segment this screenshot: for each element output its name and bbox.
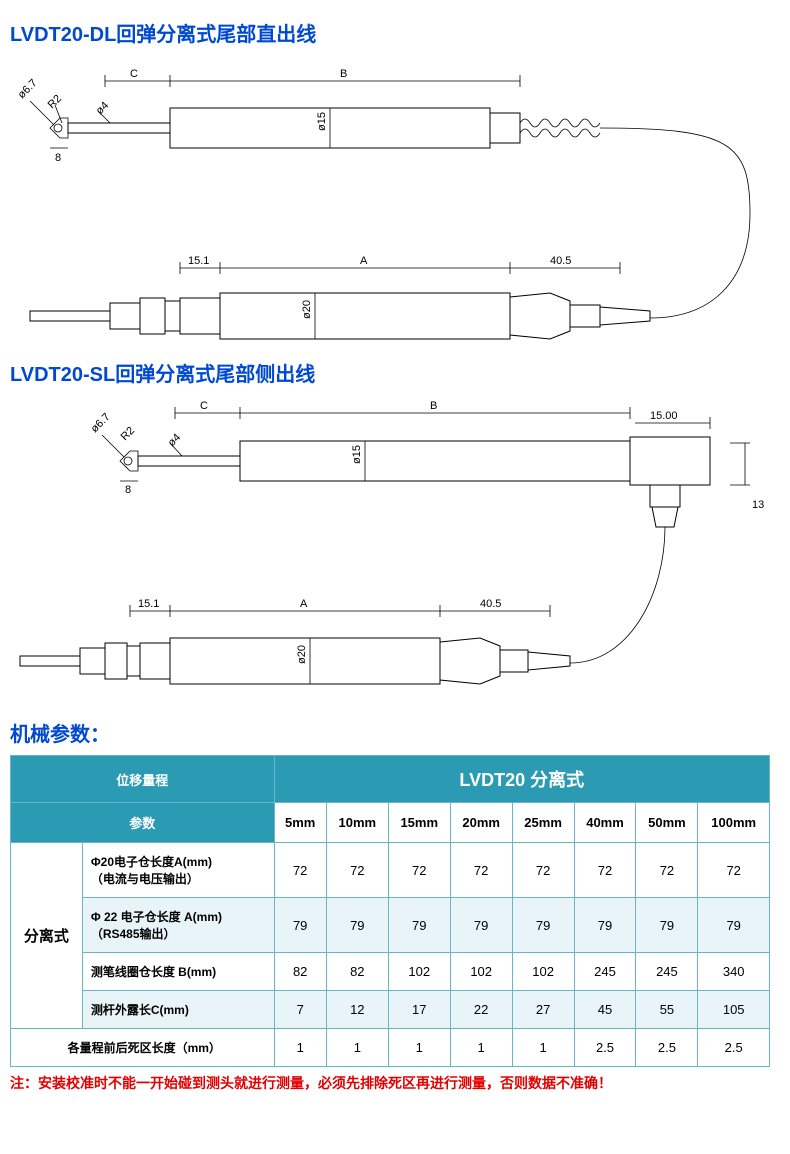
params-table: 位移量程 LVDT20 分离式 参数 5mm 10mm 15mm 20mm 25…: [10, 755, 770, 1067]
cell: 72: [274, 843, 326, 898]
dim-d20b: ø20: [296, 645, 308, 664]
cell: 79: [326, 898, 388, 953]
footnote: 注：安装校准时不能一开始碰到测头就进行测量，必须先排除死区再进行测量，否则数据不…: [10, 1073, 780, 1094]
dim-d15: ø15: [316, 112, 328, 131]
cell: 102: [512, 953, 574, 991]
cell: 1: [512, 1029, 574, 1067]
cell: 82: [274, 953, 326, 991]
dim-d4b: ø4: [166, 432, 184, 450]
dim-d4: ø4: [94, 100, 112, 118]
dim-151b: 15.1: [138, 598, 159, 610]
hdr-range: 位移量程: [11, 756, 275, 803]
cell: 27: [512, 991, 574, 1029]
cell: 82: [326, 953, 388, 991]
cell: 102: [450, 953, 512, 991]
dim-1500: 15.00: [650, 410, 678, 422]
cell: 79: [274, 898, 326, 953]
group-label: 分离式: [11, 843, 83, 1029]
cell: 2.5: [574, 1029, 636, 1067]
dead-label: 各量程前后死区长度（mm）: [11, 1029, 275, 1067]
dim-13: 13: [752, 499, 764, 511]
dim-d20: ø20: [301, 300, 313, 319]
cell: 105: [698, 991, 770, 1029]
cell: 22: [450, 991, 512, 1029]
col-3: 20mm: [450, 803, 512, 843]
col-2: 15mm: [388, 803, 450, 843]
hdr-model: LVDT20 分离式: [274, 756, 769, 803]
dim-d67b: ø6.7: [89, 411, 113, 435]
params-heading: 机械参数：: [10, 718, 780, 747]
cell: 79: [388, 898, 450, 953]
dim-405b: 40.5: [480, 598, 501, 610]
cell: 72: [326, 843, 388, 898]
cell: 72: [388, 843, 450, 898]
cell: 79: [698, 898, 770, 953]
cell: 2.5: [698, 1029, 770, 1067]
cell: 245: [636, 953, 698, 991]
row3-label: 测杆外露长C(mm): [82, 991, 274, 1029]
cell: 55: [636, 991, 698, 1029]
cell: 245: [574, 953, 636, 991]
cell: 1: [326, 1029, 388, 1067]
cell: 79: [450, 898, 512, 953]
col-5: 40mm: [574, 803, 636, 843]
dim-r2: R2: [46, 93, 64, 111]
cell: 340: [698, 953, 770, 991]
dim-a2: A: [300, 598, 308, 610]
row2-label: 测笔线圈仓长度 B(mm): [82, 953, 274, 991]
dim-d67: ø6.7: [16, 77, 40, 101]
dim-b2: B: [430, 400, 437, 412]
dim-b: B: [340, 68, 347, 80]
cell: 1: [450, 1029, 512, 1067]
dim-8: 8: [55, 152, 61, 164]
col-7: 100mm: [698, 803, 770, 843]
cell: 79: [636, 898, 698, 953]
cell: 102: [388, 953, 450, 991]
cell: 72: [512, 843, 574, 898]
col-4: 25mm: [512, 803, 574, 843]
hdr-param: 参数: [11, 803, 275, 843]
row1-label: Φ 22 电子仓长度 A(mm) （RS485输出）: [82, 898, 274, 953]
dim-a: A: [360, 255, 368, 267]
cell: 72: [698, 843, 770, 898]
cell: 79: [512, 898, 574, 953]
col-1: 10mm: [326, 803, 388, 843]
cell: 1: [274, 1029, 326, 1067]
cell: 1: [388, 1029, 450, 1067]
cell: 72: [574, 843, 636, 898]
dim-r2b: R2: [119, 425, 137, 443]
row0-label: Φ20电子仓长度A(mm) （电流与电压输出）: [82, 843, 274, 898]
dim-c: C: [130, 68, 138, 80]
col-6: 50mm: [636, 803, 698, 843]
diagram-dl: C B ø6.7 R2 8 ø4 ø15 15.1 A 40.5 ø20: [10, 53, 770, 348]
dim-c2: C: [200, 400, 208, 412]
cell: 45: [574, 991, 636, 1029]
dim-405: 40.5: [550, 255, 571, 267]
cell: 72: [450, 843, 512, 898]
cell: 72: [636, 843, 698, 898]
cell: 17: [388, 991, 450, 1029]
dim-151: 15.1: [188, 255, 209, 267]
dim-8b: 8: [125, 484, 131, 496]
col-0: 5mm: [274, 803, 326, 843]
title-dl: LVDT20-DL回弹分离式尾部直出线: [10, 18, 780, 47]
title-sl: LVDT20-SL回弹分离式尾部侧出线: [10, 358, 780, 387]
cell: 7: [274, 991, 326, 1029]
cell: 79: [574, 898, 636, 953]
cell: 12: [326, 991, 388, 1029]
diagram-sl: C B 15.00 ø6.7 R2 8 ø4 ø15 13 15.1 A 40.…: [10, 393, 770, 698]
dim-d15b: ø15: [351, 445, 363, 464]
cell: 2.5: [636, 1029, 698, 1067]
spring-icon: [520, 119, 600, 137]
